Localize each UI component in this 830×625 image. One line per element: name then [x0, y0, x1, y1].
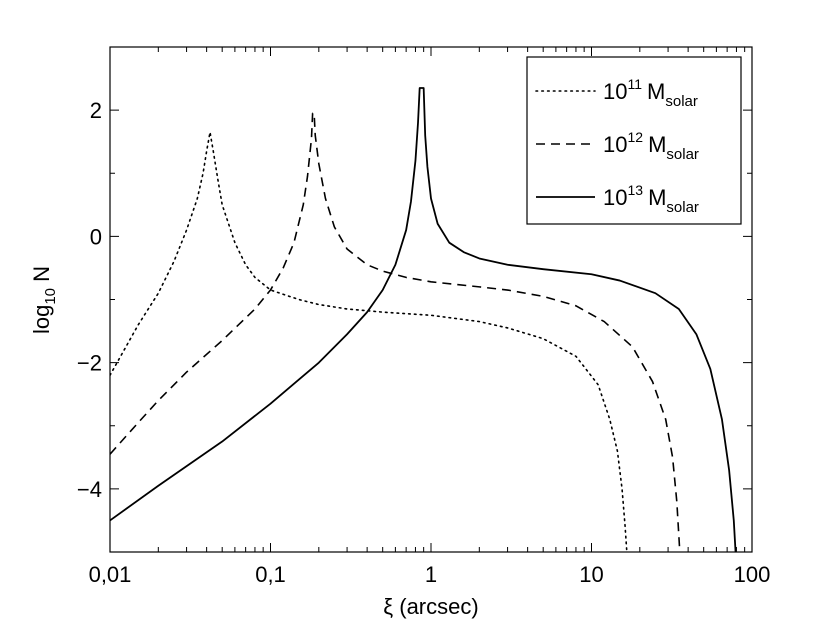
y-tick-label: 2 — [90, 98, 102, 123]
x-tick-label: 1 — [425, 562, 437, 587]
y-axis-label-base: log — [29, 305, 54, 334]
series-line-3 — [110, 87, 737, 552]
legend-label-series-2: 1012 Msolar — [603, 129, 699, 163]
x-axis-label: ξ (arcsec) — [383, 594, 478, 619]
legend-label-series-1: 1011 Msolar — [603, 76, 698, 110]
y-axis-label-tail: N — [29, 266, 54, 288]
legend: 1011 Msolar 1012 Msolar 1013 Msolar — [526, 56, 742, 225]
series-layer — [110, 87, 737, 552]
series-line-1 — [110, 131, 628, 552]
x-tick-label: 0,01 — [89, 562, 132, 587]
y-axis-label-subscript: 10 — [42, 288, 59, 305]
y-tick-label: 0 — [90, 224, 102, 249]
x-tick-label: 10 — [579, 562, 603, 587]
x-tick-label: 100 — [734, 562, 771, 587]
y-tick-label: −2 — [77, 351, 102, 376]
legend-label-series-3: 1013 Msolar — [603, 182, 699, 216]
series-line-2 — [110, 112, 681, 552]
axis-ticks — [109, 46, 753, 553]
y-axis-label: log10 N — [29, 266, 59, 334]
x-tick-label: 0,1 — [255, 562, 286, 587]
y-tick-label: −4 — [77, 477, 102, 502]
axis-tick-labels: 0,01 0,1 1 10 100 −4 −2 0 2 — [77, 98, 770, 587]
